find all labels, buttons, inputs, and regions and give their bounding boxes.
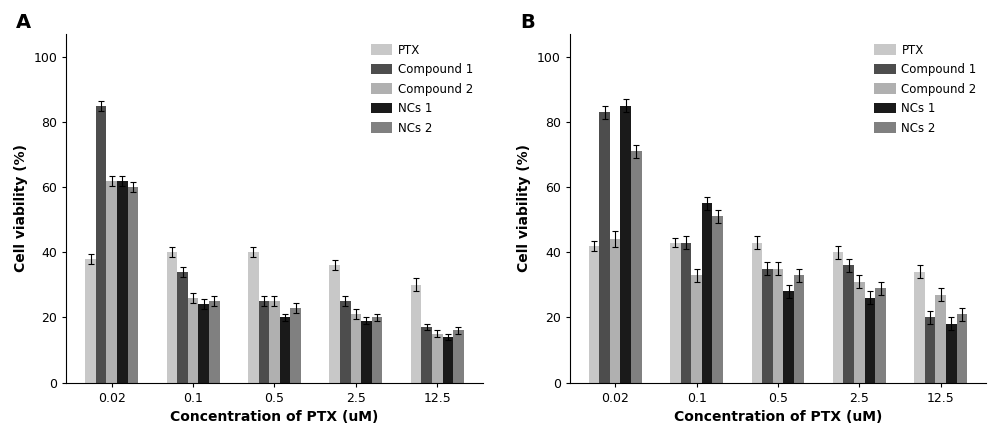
Bar bbox=[935, 295, 946, 382]
Bar bbox=[925, 318, 935, 382]
Bar bbox=[421, 327, 432, 382]
Bar bbox=[453, 330, 464, 382]
Bar bbox=[443, 337, 453, 382]
Bar bbox=[681, 243, 691, 382]
Bar bbox=[833, 252, 843, 382]
Bar bbox=[198, 304, 209, 382]
Y-axis label: Cell viability (%): Cell viability (%) bbox=[517, 145, 531, 272]
Bar bbox=[128, 187, 138, 382]
Bar bbox=[209, 301, 220, 382]
Bar bbox=[280, 318, 290, 382]
Bar bbox=[762, 268, 773, 382]
Bar bbox=[177, 272, 188, 382]
Bar bbox=[620, 106, 631, 382]
X-axis label: Concentration of PTX (uM): Concentration of PTX (uM) bbox=[674, 410, 882, 424]
Bar bbox=[96, 106, 106, 382]
Bar bbox=[188, 298, 198, 382]
Y-axis label: Cell viability (%): Cell viability (%) bbox=[14, 145, 28, 272]
Bar bbox=[670, 243, 681, 382]
Bar bbox=[702, 203, 712, 382]
Bar bbox=[340, 301, 351, 382]
Bar bbox=[843, 265, 854, 382]
Bar bbox=[329, 265, 340, 382]
Bar bbox=[875, 288, 886, 382]
Bar bbox=[783, 291, 794, 382]
Bar bbox=[865, 298, 875, 382]
Text: B: B bbox=[520, 13, 535, 32]
Bar bbox=[411, 285, 421, 382]
Bar bbox=[691, 275, 702, 382]
Bar bbox=[167, 252, 177, 382]
Bar bbox=[259, 301, 269, 382]
Legend: PTX, Compound 1, Compound 2, NCs 1, NCs 2: PTX, Compound 1, Compound 2, NCs 1, NCs … bbox=[871, 40, 980, 138]
Bar bbox=[914, 272, 925, 382]
Bar bbox=[589, 246, 599, 382]
Bar bbox=[752, 243, 762, 382]
Bar bbox=[854, 282, 865, 382]
Bar bbox=[946, 324, 957, 382]
Bar bbox=[631, 152, 642, 382]
Bar bbox=[361, 321, 372, 382]
Bar bbox=[957, 314, 967, 382]
Bar bbox=[117, 180, 128, 382]
Bar bbox=[610, 239, 620, 382]
Bar bbox=[794, 275, 804, 382]
X-axis label: Concentration of PTX (uM): Concentration of PTX (uM) bbox=[170, 410, 379, 424]
Bar bbox=[106, 180, 117, 382]
Bar bbox=[85, 259, 96, 382]
Bar bbox=[773, 268, 783, 382]
Bar bbox=[432, 334, 443, 382]
Bar bbox=[372, 318, 382, 382]
Bar bbox=[712, 216, 723, 382]
Bar bbox=[599, 112, 610, 382]
Bar bbox=[248, 252, 259, 382]
Text: A: A bbox=[16, 13, 32, 32]
Bar bbox=[351, 314, 361, 382]
Bar bbox=[290, 307, 301, 382]
Legend: PTX, Compound 1, Compound 2, NCs 1, NCs 2: PTX, Compound 1, Compound 2, NCs 1, NCs … bbox=[367, 40, 477, 138]
Bar bbox=[269, 301, 280, 382]
